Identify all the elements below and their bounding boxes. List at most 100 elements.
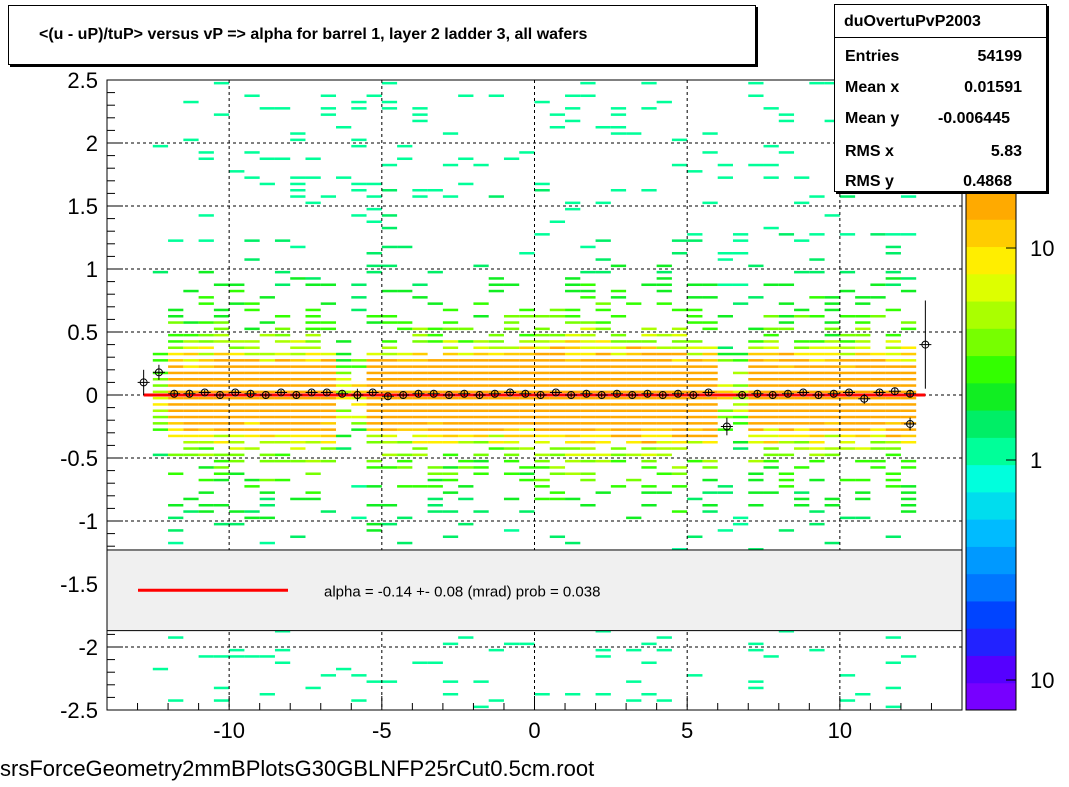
heatmap-cell	[168, 239, 184, 242]
profile-point	[658, 391, 667, 399]
heatmap-cell	[855, 396, 871, 400]
heatmap-cell	[366, 365, 382, 368]
heatmap-cell	[610, 314, 627, 318]
profile-point	[906, 389, 915, 398]
heatmap-cell	[213, 371, 230, 375]
heatmap-cell	[290, 182, 306, 186]
heatmap-cell	[351, 144, 367, 148]
heatmap-cell	[366, 415, 382, 419]
heatmap-cell	[519, 422, 535, 425]
heatmap-cell	[702, 201, 718, 205]
heatmap-cell	[732, 447, 749, 450]
heatmap-cell	[794, 491, 810, 494]
heatmap-cell	[671, 340, 688, 343]
heatmap-cell	[229, 415, 245, 419]
heatmap-cell	[397, 384, 413, 387]
profile-point	[200, 388, 209, 397]
heatmap-cell	[580, 340, 596, 343]
heatmap-cell	[412, 283, 428, 287]
heatmap-cell	[778, 629, 795, 633]
y-tick-label: -2.5	[60, 698, 98, 723]
heatmap-cell	[274, 453, 291, 457]
heatmap-cell	[870, 377, 886, 381]
heatmap-cell	[595, 377, 611, 381]
heatmap-cell	[366, 220, 382, 224]
heatmap-cell	[198, 302, 214, 305]
heatmap-cell	[702, 283, 718, 287]
heatmap-cell	[671, 352, 688, 356]
heatmap-cell	[427, 371, 443, 375]
heatmap-cell	[427, 359, 443, 362]
heatmap-cell	[519, 352, 535, 356]
heatmap-cell	[885, 365, 901, 368]
heatmap-cell	[351, 308, 367, 312]
heatmap-cell	[870, 409, 886, 413]
heatmap-cell	[656, 636, 672, 639]
heatmap-cell	[381, 264, 398, 268]
heatmap-cell	[855, 516, 871, 520]
heatmap-cell	[824, 302, 840, 305]
heatmap-cell	[732, 359, 749, 362]
heatmap-cell	[641, 642, 657, 646]
x-tick-label: -5	[372, 718, 392, 743]
heatmap-cell	[641, 371, 657, 375]
heatmap-cell	[748, 163, 764, 167]
heatmap-cell	[702, 422, 718, 425]
heatmap-cell	[641, 434, 657, 438]
heatmap-cell	[595, 352, 611, 356]
heatmap-cell	[580, 384, 596, 387]
heatmap-cell	[305, 346, 321, 350]
heatmap-cell	[870, 296, 886, 299]
colorbar-band	[966, 655, 1016, 684]
heatmap-cell	[763, 434, 779, 438]
heatmap-cell	[366, 270, 382, 274]
profile-point	[860, 394, 869, 403]
heatmap-cell	[229, 396, 245, 400]
heatmap-cell	[778, 321, 795, 324]
heatmap-cell	[656, 699, 672, 702]
heatmap-cell	[839, 415, 856, 419]
heatmap-cell	[870, 352, 886, 356]
heatmap-cell	[809, 440, 825, 444]
heatmap-cell	[427, 270, 443, 274]
heatmap-cell	[732, 233, 749, 236]
heatmap-cell	[641, 390, 657, 394]
heatmap-cell	[595, 692, 611, 696]
heatmap-cell	[595, 422, 611, 425]
heatmap-cell	[412, 377, 428, 381]
heatmap-cell	[702, 365, 718, 368]
x-tick-label: 0	[528, 718, 540, 743]
heatmap-cell	[213, 503, 230, 507]
heatmap-cell	[183, 409, 199, 413]
heatmap-cell	[565, 440, 581, 444]
heatmap-cell	[778, 377, 795, 381]
heatmap-cell	[381, 384, 398, 387]
heatmap-cell	[290, 277, 306, 280]
heatmap-cell	[824, 81, 840, 85]
heatmap-cell	[351, 107, 367, 110]
heatmap-cell	[488, 352, 504, 356]
heatmap-cell	[885, 352, 901, 356]
heatmap-cell	[503, 384, 520, 387]
heatmap-cell	[488, 422, 504, 425]
y-tick-label: -1.5	[60, 572, 98, 597]
heatmap-cell	[336, 384, 352, 387]
heatmap-cell	[748, 94, 764, 98]
heatmap-cell	[549, 403, 566, 406]
heatmap-cell	[244, 655, 260, 658]
heatmap-cell	[305, 384, 321, 387]
heatmap-cell	[213, 340, 230, 343]
heatmap-cell	[503, 415, 520, 419]
heatmap-cell	[885, 340, 901, 343]
heatmap-cell	[458, 390, 474, 394]
heatmap-cell	[152, 409, 169, 413]
heatmap-cell	[274, 340, 291, 343]
heatmap-cell	[381, 289, 398, 293]
heatmap-cell	[412, 661, 428, 665]
heatmap-cell	[595, 302, 611, 305]
heatmap-cell	[198, 377, 214, 381]
heatmap-cell	[473, 466, 489, 469]
heatmap-cell	[717, 314, 733, 318]
heatmap-cell	[198, 434, 214, 438]
colorbar-band	[966, 246, 1016, 275]
